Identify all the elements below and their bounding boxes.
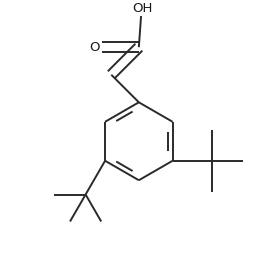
Text: O: O: [89, 41, 100, 54]
Text: OH: OH: [132, 2, 152, 15]
